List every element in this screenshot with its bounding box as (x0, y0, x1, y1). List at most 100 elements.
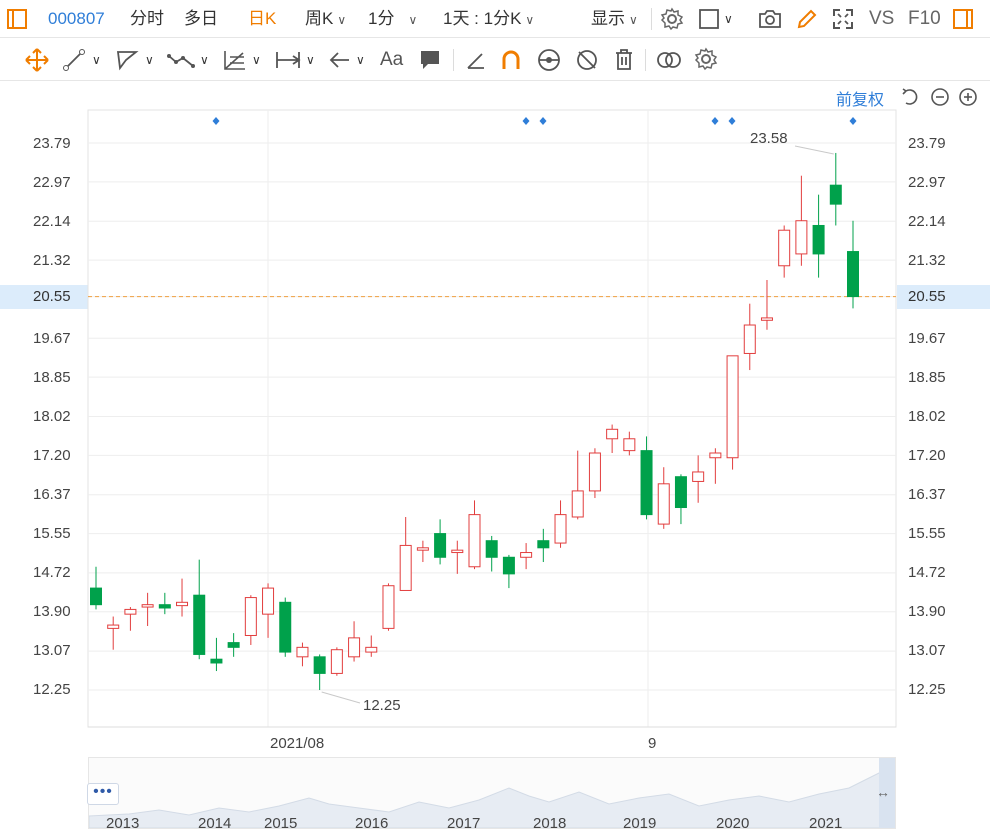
candle (330, 647, 343, 676)
hide-drawing-icon[interactable] (574, 47, 600, 73)
y-tick-label: 19.67 (33, 330, 71, 347)
event-marker (711, 117, 719, 125)
y-tick-label: 13.90 (33, 603, 71, 620)
candle-body (141, 604, 154, 608)
candle-body (502, 556, 515, 575)
arrow-tool-icon[interactable] (328, 48, 352, 72)
text-tool-button[interactable]: Aa (380, 49, 404, 70)
display-label: 显示 (591, 9, 625, 28)
candle (571, 450, 584, 520)
chevron-down-icon[interactable]: ∨ (356, 53, 365, 67)
x-axis-label: 9 (648, 735, 657, 752)
f10-button[interactable]: F10 (908, 8, 941, 29)
event-marker (212, 117, 220, 125)
fullscreen-icon[interactable] (831, 7, 855, 31)
polygon-tool-icon[interactable] (114, 48, 140, 72)
candle (348, 621, 361, 662)
chevron-down-icon: ∨ (337, 12, 347, 27)
y-tick-label: 14.72 (33, 564, 71, 581)
candle (674, 474, 687, 525)
tab-multi-day[interactable]: 多日 (184, 9, 218, 28)
high-leader-line (794, 145, 834, 155)
candle-body (520, 552, 533, 558)
panel-toggle-icon[interactable] (952, 8, 974, 30)
fibonacci-icon[interactable] (222, 48, 248, 72)
candle-body (812, 224, 825, 255)
chevron-down-icon[interactable]: ∨ (200, 53, 209, 67)
candle-body (330, 649, 343, 674)
move-icon[interactable] (24, 47, 50, 73)
pencil-icon[interactable] (795, 7, 819, 31)
settings-icon[interactable] (660, 7, 684, 31)
chevron-down-icon[interactable]: ∨ (724, 12, 733, 26)
trash-icon[interactable] (612, 47, 636, 73)
lock-drawing-icon[interactable] (536, 47, 562, 73)
candle (210, 637, 223, 672)
stock-code[interactable]: 000807 (48, 9, 105, 28)
y-tick-label: 12.25 (908, 681, 946, 698)
tab-one-minute[interactable]: 1分 ∨ (368, 0, 417, 38)
navigator-year: 2017 (447, 815, 481, 832)
candle (657, 467, 670, 529)
display-menu[interactable]: 显示 ∨ (591, 0, 638, 38)
tab-interval[interactable]: 1天 : 1分K ∨ (443, 0, 534, 38)
adjust-mode-button[interactable]: 前复权 (835, 92, 884, 109)
comment-icon[interactable] (418, 48, 442, 72)
chevron-down-icon[interactable]: ∨ (92, 53, 101, 67)
candle (124, 607, 137, 631)
candle (520, 543, 533, 570)
range-navigator[interactable] (88, 757, 896, 829)
x-axis-label: 2021/08 (270, 735, 325, 752)
sidebar-toggle-icon[interactable] (6, 8, 28, 30)
polyline-tool-icon[interactable] (166, 48, 196, 72)
candle-body (743, 324, 756, 354)
current-price-badge-right (897, 285, 990, 309)
navigator-year: 2019 (623, 815, 657, 832)
top-toolbar: 000807 分时 多日 日K 周K ∨ 1分 ∨ 1天 : 1分K ∨ 显示 ∨ ∨ … (0, 0, 990, 38)
candle-body (313, 656, 326, 674)
magnet-icon[interactable] (499, 47, 523, 73)
chevron-down-icon[interactable]: ∨ (252, 53, 261, 67)
layout-icon[interactable] (698, 8, 720, 30)
undo-icon[interactable] (900, 87, 920, 107)
zoom-out-icon[interactable] (930, 87, 950, 107)
chevron-down-icon[interactable]: ∨ (306, 53, 315, 67)
candle-body (537, 540, 550, 549)
compare-icon[interactable] (655, 48, 683, 72)
zoom-in-icon[interactable] (958, 87, 978, 107)
y-tick-label: 21.32 (908, 252, 946, 269)
candle-body (606, 428, 619, 440)
navigator-year: 2018 (533, 815, 567, 832)
candle-body (176, 601, 189, 607)
candle-body (348, 637, 361, 658)
more-options-button[interactable]: ••• (87, 783, 119, 805)
tab-intraday[interactable]: 分时 (130, 9, 164, 28)
resize-handle-icon[interactable]: ↔ (876, 784, 890, 800)
navigator-year: 2015 (264, 815, 298, 832)
candle (193, 559, 206, 660)
candle (365, 635, 378, 657)
candle (743, 303, 756, 371)
candle-body (709, 452, 722, 459)
y-tick-label: 14.72 (908, 564, 946, 581)
candles (90, 152, 859, 690)
tab-weekly-k[interactable]: 周K ∨ (305, 0, 346, 38)
candle (227, 633, 240, 657)
candle (279, 597, 292, 657)
low-leader-line (321, 691, 361, 704)
candle (485, 535, 498, 572)
chart-settings-icon[interactable] (694, 47, 718, 71)
trendline-icon[interactable] (62, 48, 86, 72)
camera-icon[interactable] (757, 8, 783, 30)
chevron-down-icon[interactable]: ∨ (145, 53, 154, 67)
ruler-icon[interactable] (464, 48, 488, 72)
candle-body (296, 646, 309, 658)
tab-daily-k[interactable]: 日K (248, 9, 277, 28)
candlestick-chart[interactable] (0, 0, 990, 760)
divider (651, 8, 652, 30)
candle-body (262, 587, 275, 615)
candle (795, 175, 808, 266)
range-measure-icon[interactable] (274, 48, 302, 72)
candle (606, 424, 619, 453)
vs-button[interactable]: VS (869, 8, 895, 29)
